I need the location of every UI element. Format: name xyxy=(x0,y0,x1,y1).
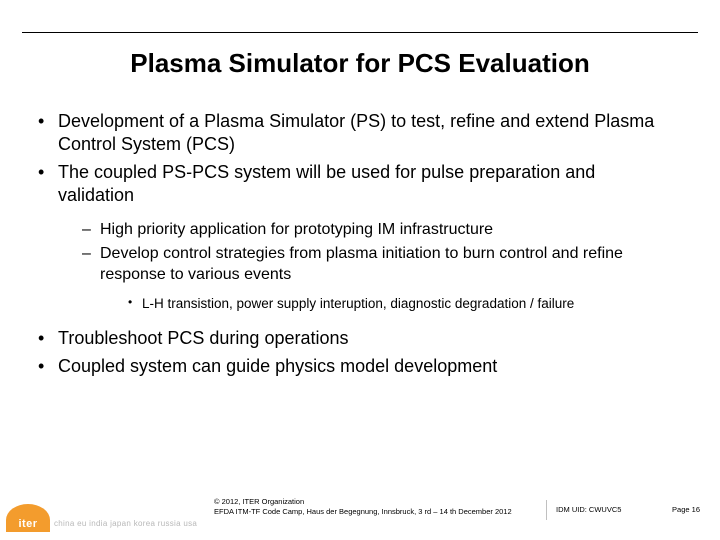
sub-bullet-list: High priority application for prototypin… xyxy=(82,220,676,313)
sub-bullet-item: High priority application for prototypin… xyxy=(82,220,676,240)
tertiary-bullet-item: L-H transistion, power supply interuptio… xyxy=(128,295,676,313)
bullet-item: Coupled system can guide physics model d… xyxy=(38,355,676,378)
idm-uid: IDM UID: CWUVC5 xyxy=(556,505,621,514)
copyright-block: © 2012, ITER Organization EFDA ITM-TF Co… xyxy=(214,497,512,516)
bullet-item: The coupled PS-PCS system will be used f… xyxy=(38,161,676,313)
sub-bullet-text: Develop control strategies from plasma i… xyxy=(100,245,623,282)
footer-divider xyxy=(546,500,547,520)
copyright-line: © 2012, ITER Organization xyxy=(214,497,512,506)
slide-title: Plasma Simulator for PCS Evaluation xyxy=(0,48,720,79)
footer: iter china eu india japan korea russia u… xyxy=(0,488,720,530)
bullet-item: Troubleshoot PCS during operations xyxy=(38,327,676,350)
iter-logo: iter xyxy=(6,504,50,532)
bullet-text: The coupled PS-PCS system will be used f… xyxy=(58,162,595,205)
partner-countries: china eu india japan korea russia usa xyxy=(54,519,197,528)
slide-body: Development of a Plasma Simulator (PS) t… xyxy=(38,110,676,384)
page-number: Page 16 xyxy=(672,505,700,514)
tertiary-bullet-list: L-H transistion, power supply interuptio… xyxy=(128,295,676,313)
bullet-item: Development of a Plasma Simulator (PS) t… xyxy=(38,110,676,155)
sub-bullet-item: Develop control strategies from plasma i… xyxy=(82,244,676,312)
header-rule xyxy=(22,32,698,33)
logo-text: iter xyxy=(18,518,37,530)
event-line: EFDA ITM-TF Code Camp, Haus der Begegnun… xyxy=(214,507,512,516)
bullet-list: Development of a Plasma Simulator (PS) t… xyxy=(38,110,676,378)
